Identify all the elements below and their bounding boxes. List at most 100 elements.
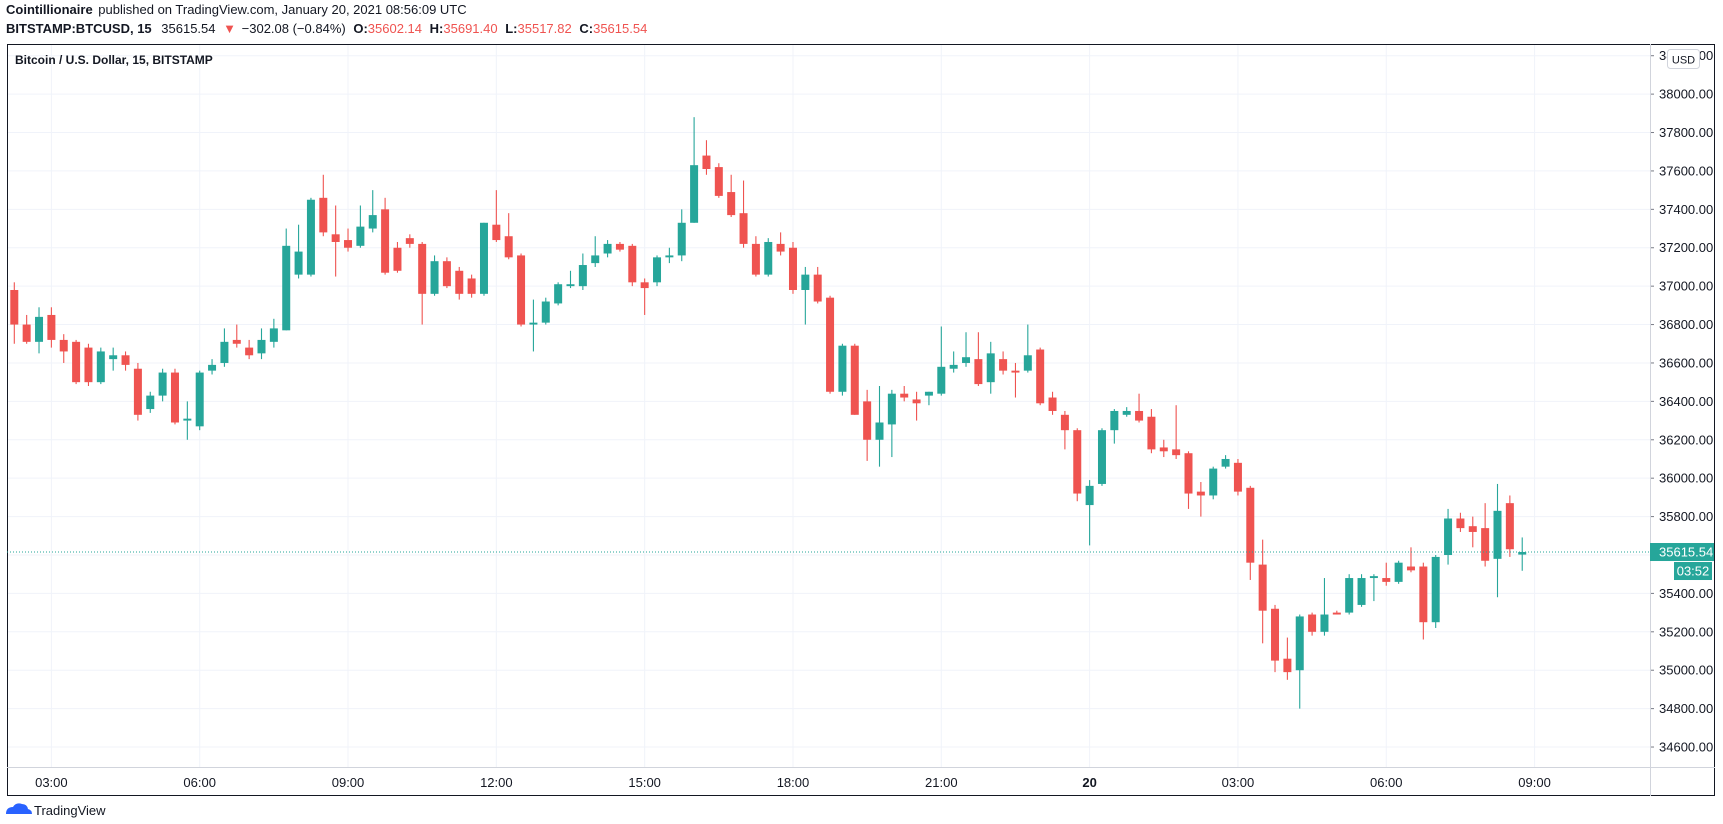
candle-body [208,364,217,371]
candle-body [1431,556,1440,623]
candle-body [121,355,130,365]
candle-body [319,197,328,233]
candle-body [826,297,835,392]
candle-body [1394,562,1403,582]
candle-body [1048,397,1057,411]
x-tick-label: 09:00 [1518,775,1551,790]
candle-body [813,274,822,302]
candle-body [1369,576,1378,579]
chart-frame [7,44,1715,796]
y-tick-label: 36600.00 [1659,355,1713,370]
y-tick-label: 35800.00 [1659,509,1713,524]
candle-body [986,353,995,383]
y-tick-label: 36200.00 [1659,432,1713,447]
candle-body [1320,614,1329,632]
candle-body [1382,578,1391,582]
currency-label: USD [1672,55,1695,67]
candle-body [232,339,241,344]
grid [7,44,1650,767]
y-tick-label: 38000.00 [1659,87,1713,102]
candle-body [603,243,612,254]
candle-body [455,270,464,294]
candle-body [10,289,19,325]
candle-body [306,199,315,275]
candle-body [467,278,476,294]
candle-body [900,393,909,398]
low: 35517.82 [518,21,572,36]
candle-body [1221,458,1230,467]
candle-body [615,243,624,250]
last-price-label: 35615.54 [1659,545,1713,560]
published: published on TradingView.com, January 20… [98,2,466,17]
candle-body [1283,658,1292,673]
candle-body [1308,614,1317,632]
candle-body [924,391,933,396]
candle-body [146,395,155,410]
candle-body [245,347,254,356]
candle-body [887,393,896,425]
candle-body [999,359,1008,371]
symbol: BITSTAMP:BTCUSD, 15 [6,21,152,36]
candle-body [35,316,44,342]
y-tick-label: 36400.00 [1659,394,1713,409]
y-tick-label: 37200.00 [1659,240,1713,255]
candle-body [96,351,105,383]
candle-body [1493,510,1502,559]
x-tick-label: 12:00 [480,775,513,790]
candle-body [727,192,736,216]
candle-body [1172,449,1181,456]
publish-line: Cointillionaire published on TradingView… [6,2,467,17]
close-label: C: [579,21,593,36]
y-tick-label: 37400.00 [1659,202,1713,217]
candle-body [504,236,513,258]
x-tick-label: 21:00 [925,775,958,790]
candle-body [418,243,427,294]
close: 35615.54 [593,21,647,36]
candle-body [393,247,402,271]
open-label: O: [353,21,367,36]
candle-body [912,399,921,404]
low-label: L: [505,21,517,36]
logo-icon [6,803,32,814]
candle-body [183,418,192,421]
candle-body [751,243,760,275]
candle-body [1332,612,1341,615]
candle-body [257,339,266,354]
candle-body [788,247,797,290]
y-tick-label: 34800.00 [1659,701,1713,716]
y-tick-label: 35200.00 [1659,624,1713,639]
tradingview-logo: TradingView [6,803,106,818]
candle-body [875,422,884,440]
author: Cointillionaire [6,2,93,17]
y-tick-label: 36800.00 [1659,317,1713,332]
candle-body [764,241,773,275]
candle-body [677,222,686,256]
candle-body [517,255,526,325]
candle-body [1110,410,1119,431]
candle-body [1419,566,1428,623]
candle-body [1060,414,1069,431]
candle-body [591,255,600,264]
candle-body [368,215,377,229]
candle-body [1085,485,1094,506]
candle-body [1147,416,1156,450]
candle-body [442,261,451,287]
candle-body [269,328,278,342]
candle-body [344,240,353,248]
candle-body [1135,410,1144,421]
candle-body [381,209,390,273]
candle-body [850,345,859,415]
candle-body [1196,491,1205,496]
y-tick-label: 37600.00 [1659,163,1713,178]
candle-body [714,167,723,196]
candle-body [1345,578,1354,613]
candle-body [1209,468,1218,496]
candle-body [1258,564,1267,611]
chart-title: Bitcoin / U.S. Dollar, 15, BITSTAMP [15,53,213,67]
candle-body [133,368,142,415]
candle-body [665,255,674,258]
high: 35691.40 [443,21,497,36]
candle-body [22,324,31,342]
currency-badge [1667,49,1700,69]
y-tick-label: 36000.00 [1659,471,1713,486]
